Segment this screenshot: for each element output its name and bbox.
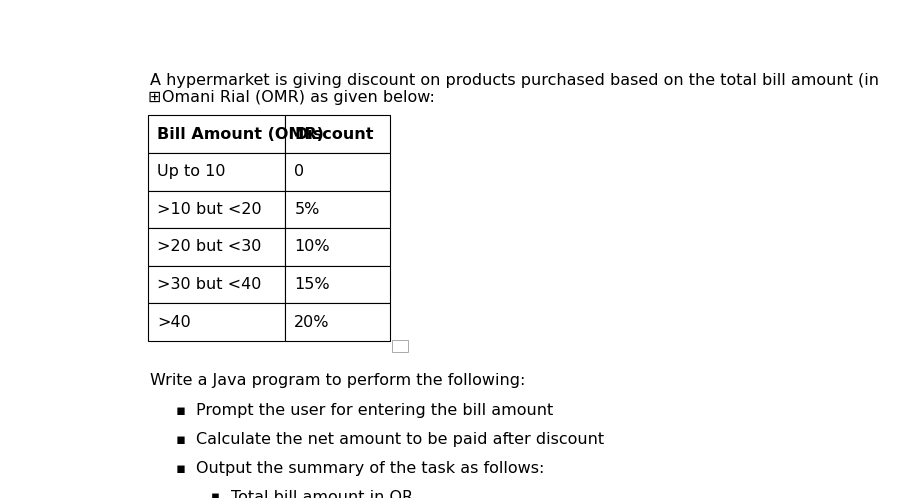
Text: Calculate the net amount to be paid after discount: Calculate the net amount to be paid afte… xyxy=(196,432,603,447)
Text: Up to 10: Up to 10 xyxy=(157,164,226,179)
Text: >10 but <20: >10 but <20 xyxy=(157,202,261,217)
Text: >30 but <40: >30 but <40 xyxy=(157,277,261,292)
Bar xyxy=(285,303,389,341)
Bar xyxy=(285,116,389,153)
Bar xyxy=(147,265,285,303)
Bar xyxy=(147,116,285,153)
Text: Discount: Discount xyxy=(294,126,374,141)
Text: 20%: 20% xyxy=(294,315,329,330)
Bar xyxy=(285,228,389,265)
Bar xyxy=(285,265,389,303)
Bar xyxy=(392,340,408,352)
Bar xyxy=(147,191,285,228)
Text: Prompt the user for entering the bill amount: Prompt the user for entering the bill am… xyxy=(196,403,552,418)
Text: ▪: ▪ xyxy=(211,490,220,498)
Text: ▪: ▪ xyxy=(176,432,186,447)
Text: 0: 0 xyxy=(294,164,305,179)
Text: >40: >40 xyxy=(157,315,190,330)
Text: ▪: ▪ xyxy=(176,461,186,476)
Text: Write a Java program to perform the following:: Write a Java program to perform the foll… xyxy=(150,374,526,388)
Text: ▪: ▪ xyxy=(176,403,186,418)
Text: 15%: 15% xyxy=(294,277,330,292)
Text: Bill Amount (OMR): Bill Amount (OMR) xyxy=(157,126,324,141)
Bar xyxy=(285,191,389,228)
Bar xyxy=(147,303,285,341)
Text: >20 but <30: >20 but <30 xyxy=(157,240,261,254)
Text: ⊞: ⊞ xyxy=(147,90,161,105)
Bar xyxy=(285,153,389,191)
Text: Total bill amount in OR: Total bill amount in OR xyxy=(231,490,413,498)
Text: Output the summary of the task as follows:: Output the summary of the task as follow… xyxy=(196,461,544,476)
Text: 5%: 5% xyxy=(294,202,319,217)
Bar xyxy=(147,153,285,191)
Text: 10%: 10% xyxy=(294,240,330,254)
Bar xyxy=(147,228,285,265)
Text: Omani Rial (OMR) as given below:: Omani Rial (OMR) as given below: xyxy=(162,90,435,105)
Text: A hypermarket is giving discount on products purchased based on the total bill a: A hypermarket is giving discount on prod… xyxy=(150,73,879,88)
